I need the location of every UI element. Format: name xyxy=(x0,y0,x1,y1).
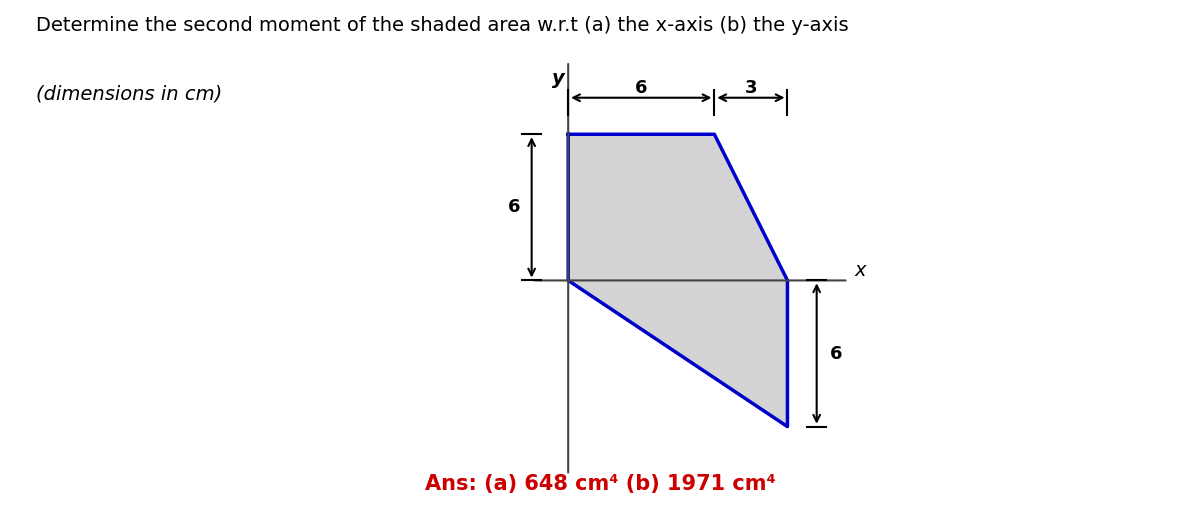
Text: 3: 3 xyxy=(745,79,757,97)
Text: 6: 6 xyxy=(509,198,521,216)
Text: (dimensions in cm): (dimensions in cm) xyxy=(36,84,222,103)
Text: Determine the second moment of the shaded area w.r.t (a) the x-axis (b) the y-ax: Determine the second moment of the shade… xyxy=(36,16,848,35)
Polygon shape xyxy=(568,134,787,427)
Text: x: x xyxy=(854,261,866,280)
Text: Ans: (a) 648 cm⁴ (b) 1971 cm⁴: Ans: (a) 648 cm⁴ (b) 1971 cm⁴ xyxy=(425,474,775,494)
Text: y: y xyxy=(552,69,565,88)
Text: 6: 6 xyxy=(830,345,842,362)
Text: 6: 6 xyxy=(635,79,648,97)
